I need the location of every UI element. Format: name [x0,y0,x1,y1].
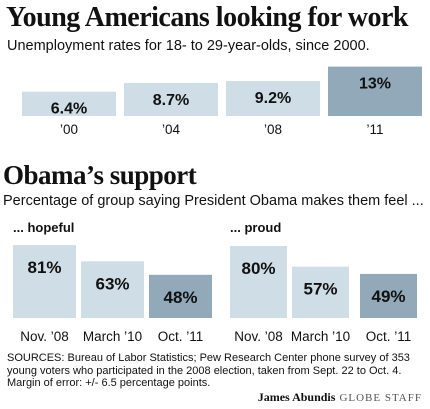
unemployment-category-label: ’08 [264,122,282,137]
hopeful-value-label: 63% [95,274,129,293]
unemployment-category-label: ’00 [60,122,78,137]
unemployment-value-label: 9.2% [255,90,291,107]
unemployment-bar [22,91,116,116]
proud-value-label: 57% [303,280,337,299]
unemployment-bar [226,81,320,116]
proud-bar [230,246,287,318]
proud-bar [292,266,349,318]
unemployment-chart-subtitle: Unemployment rates for 18- to 29-year-ol… [7,38,370,54]
hopeful-bar [13,245,76,318]
proud-value-label: 80% [241,259,275,278]
unemployment-bar [328,66,422,116]
proud-category-label: Oct. ’11 [366,329,412,344]
unemployment-value-label: 13% [359,76,391,93]
support-section-subtitle: Percentage of group saying President Oba… [3,193,424,209]
support-section-title: Obama’s support [3,160,197,190]
hopeful-value-label: 81% [27,258,61,277]
unemployment-value-label: 8.7% [153,92,189,109]
credit-line: James Abundis GLOBE STAFF [258,390,422,405]
proud-value-label: 49% [371,287,405,306]
unemployment-bar [124,82,218,116]
proud-category-label: March ’10 [291,329,350,344]
hopeful-category-label: March ’10 [83,329,142,344]
unemployment-value-label: 6.4% [51,101,87,118]
hopeful-category-label: Nov. ’08 [20,329,69,344]
credit-name: James Abundis [257,390,336,404]
sources-note: SOURCES: Bureau of Labor Statistics; Pew… [7,352,410,389]
credit-org: GLOBE STAFF [339,392,422,404]
proud-category-label: Nov. ’08 [234,329,283,344]
unemployment-chart-title: Young Americans looking for work [6,2,408,33]
hopeful-category-label: Oct. ’11 [158,329,204,344]
proud-subtitle: ... proud [230,220,281,235]
hopeful-subtitle: ... hopeful [13,220,74,235]
unemployment-category-label: ’11 [366,122,383,137]
unemployment-category-label: ’04 [162,122,181,137]
proud-bar [360,273,417,318]
hopeful-bar [81,261,144,318]
hopeful-value-label: 48% [163,288,197,307]
hopeful-bar [149,274,212,318]
